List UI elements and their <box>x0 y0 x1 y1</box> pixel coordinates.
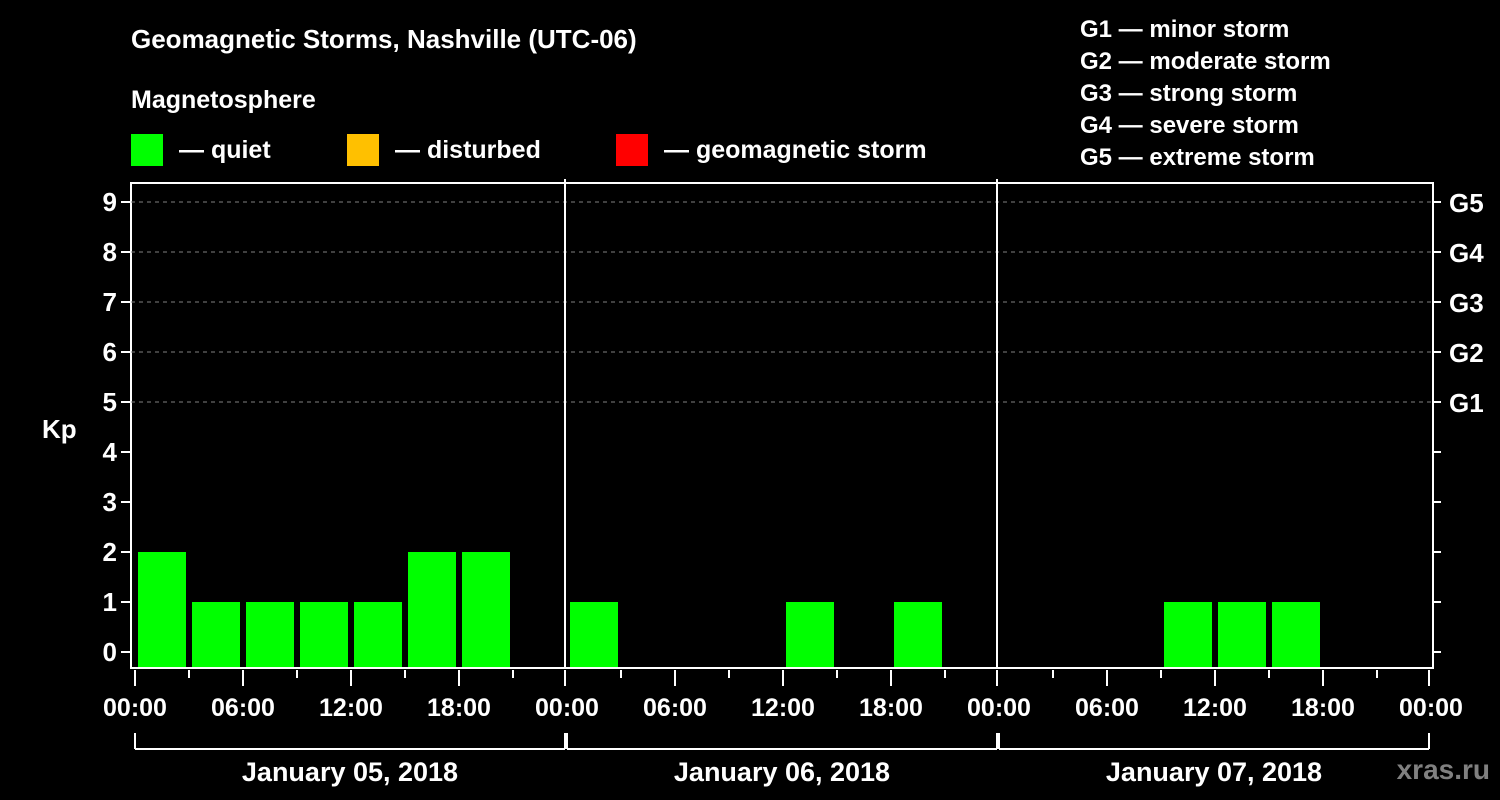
x-tick-label: 12:00 <box>751 694 815 722</box>
storm-scale-g1: G1 — minor storm <box>1080 16 1290 43</box>
legend-storm: — geomagnetic storm <box>616 134 927 166</box>
y-tick-label: 5 <box>103 387 117 417</box>
quiet-swatch-icon <box>131 134 163 166</box>
y-tick-label: 8 <box>103 237 117 267</box>
x-tick-label: 06:00 <box>643 694 707 722</box>
storm-scale-g4: G4 — severe storm <box>1080 112 1299 139</box>
kp-bar <box>300 602 348 667</box>
kp-bar <box>408 552 456 667</box>
x-tick-label: 06:00 <box>211 694 275 722</box>
x-tick-label: 00:00 <box>1399 694 1463 722</box>
storm-scale-g5: G5 — extreme storm <box>1080 144 1315 171</box>
storm-scale-g3: G3 — strong storm <box>1080 80 1298 107</box>
g-level-label: G5 <box>1449 188 1484 218</box>
kp-bar <box>354 602 402 667</box>
g-level-label: G2 <box>1449 338 1484 368</box>
kp-bar <box>246 602 294 667</box>
legend-quiet-label: — quiet <box>179 135 271 164</box>
y-tick-label: 9 <box>103 187 117 217</box>
disturbed-swatch-icon <box>347 134 379 166</box>
x-tick-label: 12:00 <box>319 694 383 722</box>
legend-disturbed-label: — disturbed <box>395 135 541 164</box>
kp-bar <box>570 602 618 667</box>
x-tick-label: 18:00 <box>427 694 491 722</box>
g-level-label: G3 <box>1449 288 1484 318</box>
kp-bar <box>462 552 510 667</box>
chart-subtitle: Magnetosphere <box>131 86 316 114</box>
legend-disturbed: — disturbed <box>347 134 541 166</box>
x-tick-label: 00:00 <box>103 694 167 722</box>
g-level-label: G1 <box>1449 388 1484 418</box>
legend-quiet: — quiet <box>131 134 271 166</box>
x-tick-label: 00:00 <box>535 694 599 722</box>
g-level-label: G4 <box>1449 238 1484 268</box>
kp-bar <box>786 602 834 667</box>
y-tick-label: 2 <box>103 537 117 567</box>
plot-frame <box>130 182 1434 669</box>
day-label: January 05, 2018 <box>242 757 458 787</box>
kp-bar <box>1218 602 1266 667</box>
kp-bar <box>192 602 240 667</box>
storm-scale-legend: G1 — minor storm G2 — moderate storm G3 … <box>1080 14 1331 174</box>
y-tick-label: 4 <box>103 437 118 467</box>
storm-scale-g2: G2 — moderate storm <box>1080 48 1331 75</box>
day-label: January 07, 2018 <box>1106 757 1322 787</box>
x-tick-label: 18:00 <box>1291 694 1355 722</box>
y-tick-label: 6 <box>103 337 117 367</box>
watermark: xras.ru <box>1396 754 1490 785</box>
kp-bar <box>1164 602 1212 667</box>
chart-title: Geomagnetic Storms, Nashville (UTC-06) <box>131 24 637 54</box>
x-tick-label: 18:00 <box>859 694 923 722</box>
y-tick-label: 1 <box>103 587 117 617</box>
kp-bar <box>1272 602 1320 667</box>
y-tick-label: 3 <box>103 487 117 517</box>
kp-bar <box>138 552 186 667</box>
day-label: January 06, 2018 <box>674 757 890 787</box>
y-tick-label: 0 <box>103 637 117 667</box>
x-tick-label: 06:00 <box>1075 694 1139 722</box>
y-axis-label: Kp <box>42 414 77 444</box>
storm-swatch-icon <box>616 134 648 166</box>
y-tick-label: 7 <box>103 287 117 317</box>
x-tick-label: 00:00 <box>967 694 1031 722</box>
x-tick-label: 12:00 <box>1183 694 1247 722</box>
legend-storm-label: — geomagnetic storm <box>664 135 927 164</box>
kp-bar <box>894 602 942 667</box>
